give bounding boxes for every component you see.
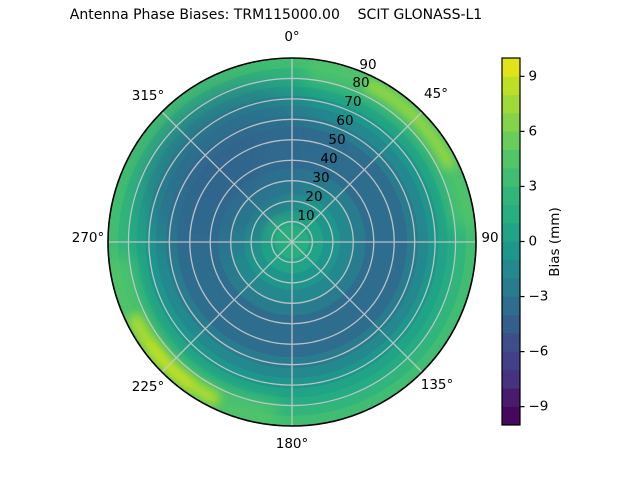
colorbar-band: [502, 369, 520, 389]
colorbar-tick-label: 3: [529, 178, 538, 194]
colorbar-band: [502, 94, 520, 114]
radial-label-10: 10: [297, 208, 314, 224]
radial-label-70: 70: [344, 94, 361, 110]
colorbar-band: [502, 314, 520, 334]
colorbar-band: [502, 204, 520, 224]
angle-label-315: 315°: [132, 88, 165, 104]
colorbar: [502, 57, 520, 426]
colorbar-band: [502, 57, 520, 77]
angle-label-270: 270°: [72, 230, 105, 246]
radial-label-80: 80: [352, 75, 369, 91]
colorbar-band: [502, 222, 520, 242]
angle-label-45: 45°: [424, 86, 448, 102]
angle-label-180: 180°: [276, 436, 309, 452]
dark-patch-core: [171, 112, 273, 208]
angle-label-90: 90: [481, 230, 498, 246]
polar-axis-border: [107, 57, 477, 427]
angle-label-225: 225°: [132, 379, 165, 395]
colorbar-tick-label: 0: [529, 234, 538, 250]
colorbar-band: [502, 277, 520, 297]
colorbar-band: [502, 76, 520, 95]
colorbar-band: [502, 167, 520, 187]
colorbar-band: [502, 112, 520, 132]
colorbar-band: [502, 406, 520, 426]
colorbar-band: [502, 333, 520, 352]
colorbar-band: [502, 186, 520, 206]
colorbar-band: [502, 241, 520, 261]
radial-label-60: 60: [336, 113, 353, 129]
radial-label-40: 40: [320, 151, 337, 167]
colorbar-axis-label: Bias (mm): [547, 207, 563, 276]
colorbar-tick-label: 9: [529, 68, 538, 84]
colorbar-band: [502, 388, 520, 407]
grid-spoke: [161, 111, 423, 373]
radial-label-20: 20: [305, 189, 322, 205]
colorbar-band: [502, 296, 520, 316]
colorbar-tick-label: −9: [529, 399, 549, 415]
polar-grid: [108, 58, 476, 426]
colorbar-band: [502, 351, 520, 371]
radial-label-30: 30: [312, 170, 329, 186]
angle-label-135: 135°: [421, 377, 454, 393]
chart-title: Antenna Phase Biases: TRM115000.00 SCIT …: [69, 7, 483, 23]
angle-label-0: 0°: [284, 29, 299, 45]
radial-label-90: 90: [359, 57, 376, 73]
colorbar-tick-label: −3: [529, 289, 549, 305]
colorbar-tick-label: −6: [529, 344, 549, 360]
colorbar-band: [502, 149, 520, 169]
colorbar-tick-label: 6: [529, 123, 538, 139]
colorbar-band: [502, 131, 520, 150]
radial-label-50: 50: [328, 132, 345, 148]
colorbar-ticks: 9 6 3 0 −3 −6 −9: [520, 68, 549, 415]
colorbar-band: [502, 259, 520, 279]
